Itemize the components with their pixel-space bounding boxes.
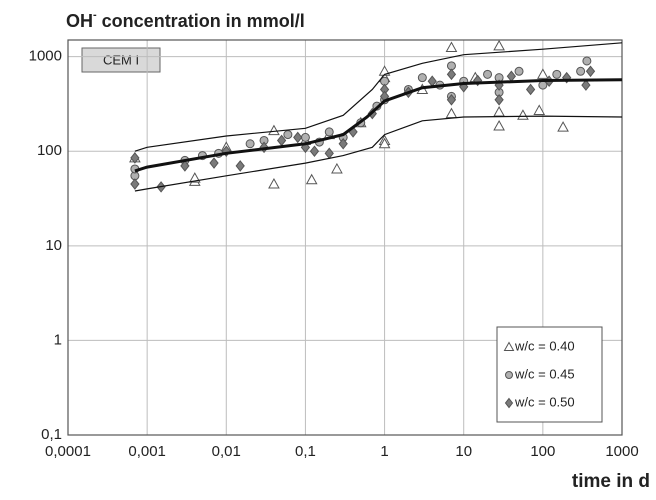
triangle-marker: [533, 104, 546, 115]
curve: [134, 115, 623, 192]
legend-label: w/c = 0.45: [514, 366, 575, 381]
triangle-marker: [517, 109, 529, 120]
triangle-marker: [445, 41, 458, 52]
circle-marker: [417, 73, 427, 83]
triangle-marker: [268, 178, 280, 189]
y-tick-label: 1000: [29, 48, 62, 65]
y-tick-label: 0,1: [41, 426, 62, 443]
x-tick-label: 0,1: [295, 443, 316, 460]
curve: [134, 78, 623, 173]
diamond-marker: [235, 160, 245, 172]
y-tick-label: 1: [54, 331, 62, 348]
diamond-marker: [446, 68, 457, 81]
circle-marker: [582, 56, 592, 66]
circle-marker: [300, 132, 310, 142]
diamond-marker: [293, 131, 303, 144]
x-tick-label: 1: [380, 443, 388, 460]
triangle-marker: [493, 39, 505, 51]
circle-marker: [552, 69, 562, 79]
triangle-marker: [305, 173, 318, 185]
triangle-marker: [503, 341, 515, 351]
chart-title: OH-concentration in mmol/l: [66, 9, 305, 31]
x-tick-label: 1000: [605, 443, 638, 460]
circle-marker: [483, 69, 493, 79]
diamond-marker: [525, 83, 536, 96]
diamond-marker: [309, 145, 320, 158]
diamond-marker: [130, 152, 140, 164]
diamond-marker: [504, 397, 514, 409]
legend-label: w/c = 0.40: [514, 338, 575, 353]
plot-frame: [67, 39, 623, 436]
diamond-marker: [130, 178, 140, 190]
triangle-marker: [537, 68, 549, 79]
title-rest: concentration in mmol/l: [102, 11, 305, 31]
triangle-marker: [493, 105, 505, 117]
diamond-marker: [209, 157, 219, 169]
diamond-marker: [581, 79, 591, 91]
x-tick-label: 0,0001: [45, 443, 91, 460]
title-superscript: -: [93, 9, 97, 21]
diamond-marker: [494, 93, 504, 106]
circle-marker: [505, 371, 513, 379]
title-base: OH: [66, 11, 93, 31]
circle-marker: [283, 130, 293, 140]
diamond-marker: [585, 65, 596, 78]
circle-marker: [514, 66, 524, 76]
triangle-marker: [331, 162, 343, 174]
y-tick-label: 100: [37, 142, 62, 159]
triangle-marker: [493, 119, 505, 131]
legend-box: [496, 326, 603, 423]
triangle-marker: [188, 172, 201, 183]
curve: [134, 42, 623, 152]
circle-marker: [576, 66, 586, 76]
x-tick-label: 0,01: [212, 443, 241, 460]
circle-marker: [324, 127, 334, 137]
x-tick-label: 0,001: [128, 443, 166, 460]
x-axis-label: time in d: [572, 471, 650, 492]
x-tick-label: 100: [530, 443, 555, 460]
diamond-marker: [180, 160, 190, 172]
legend-label: w/c = 0.50: [514, 394, 575, 409]
triangle-marker: [378, 137, 391, 149]
circle-marker: [245, 139, 255, 149]
annotation: CEM I: [103, 52, 139, 67]
triangle-marker: [268, 124, 280, 136]
diamond-marker: [446, 93, 457, 106]
triangle-marker: [557, 121, 569, 132]
diamond-marker: [338, 137, 348, 150]
y-tick-label: 10: [45, 237, 62, 254]
x-tick-label: 10: [455, 443, 472, 460]
